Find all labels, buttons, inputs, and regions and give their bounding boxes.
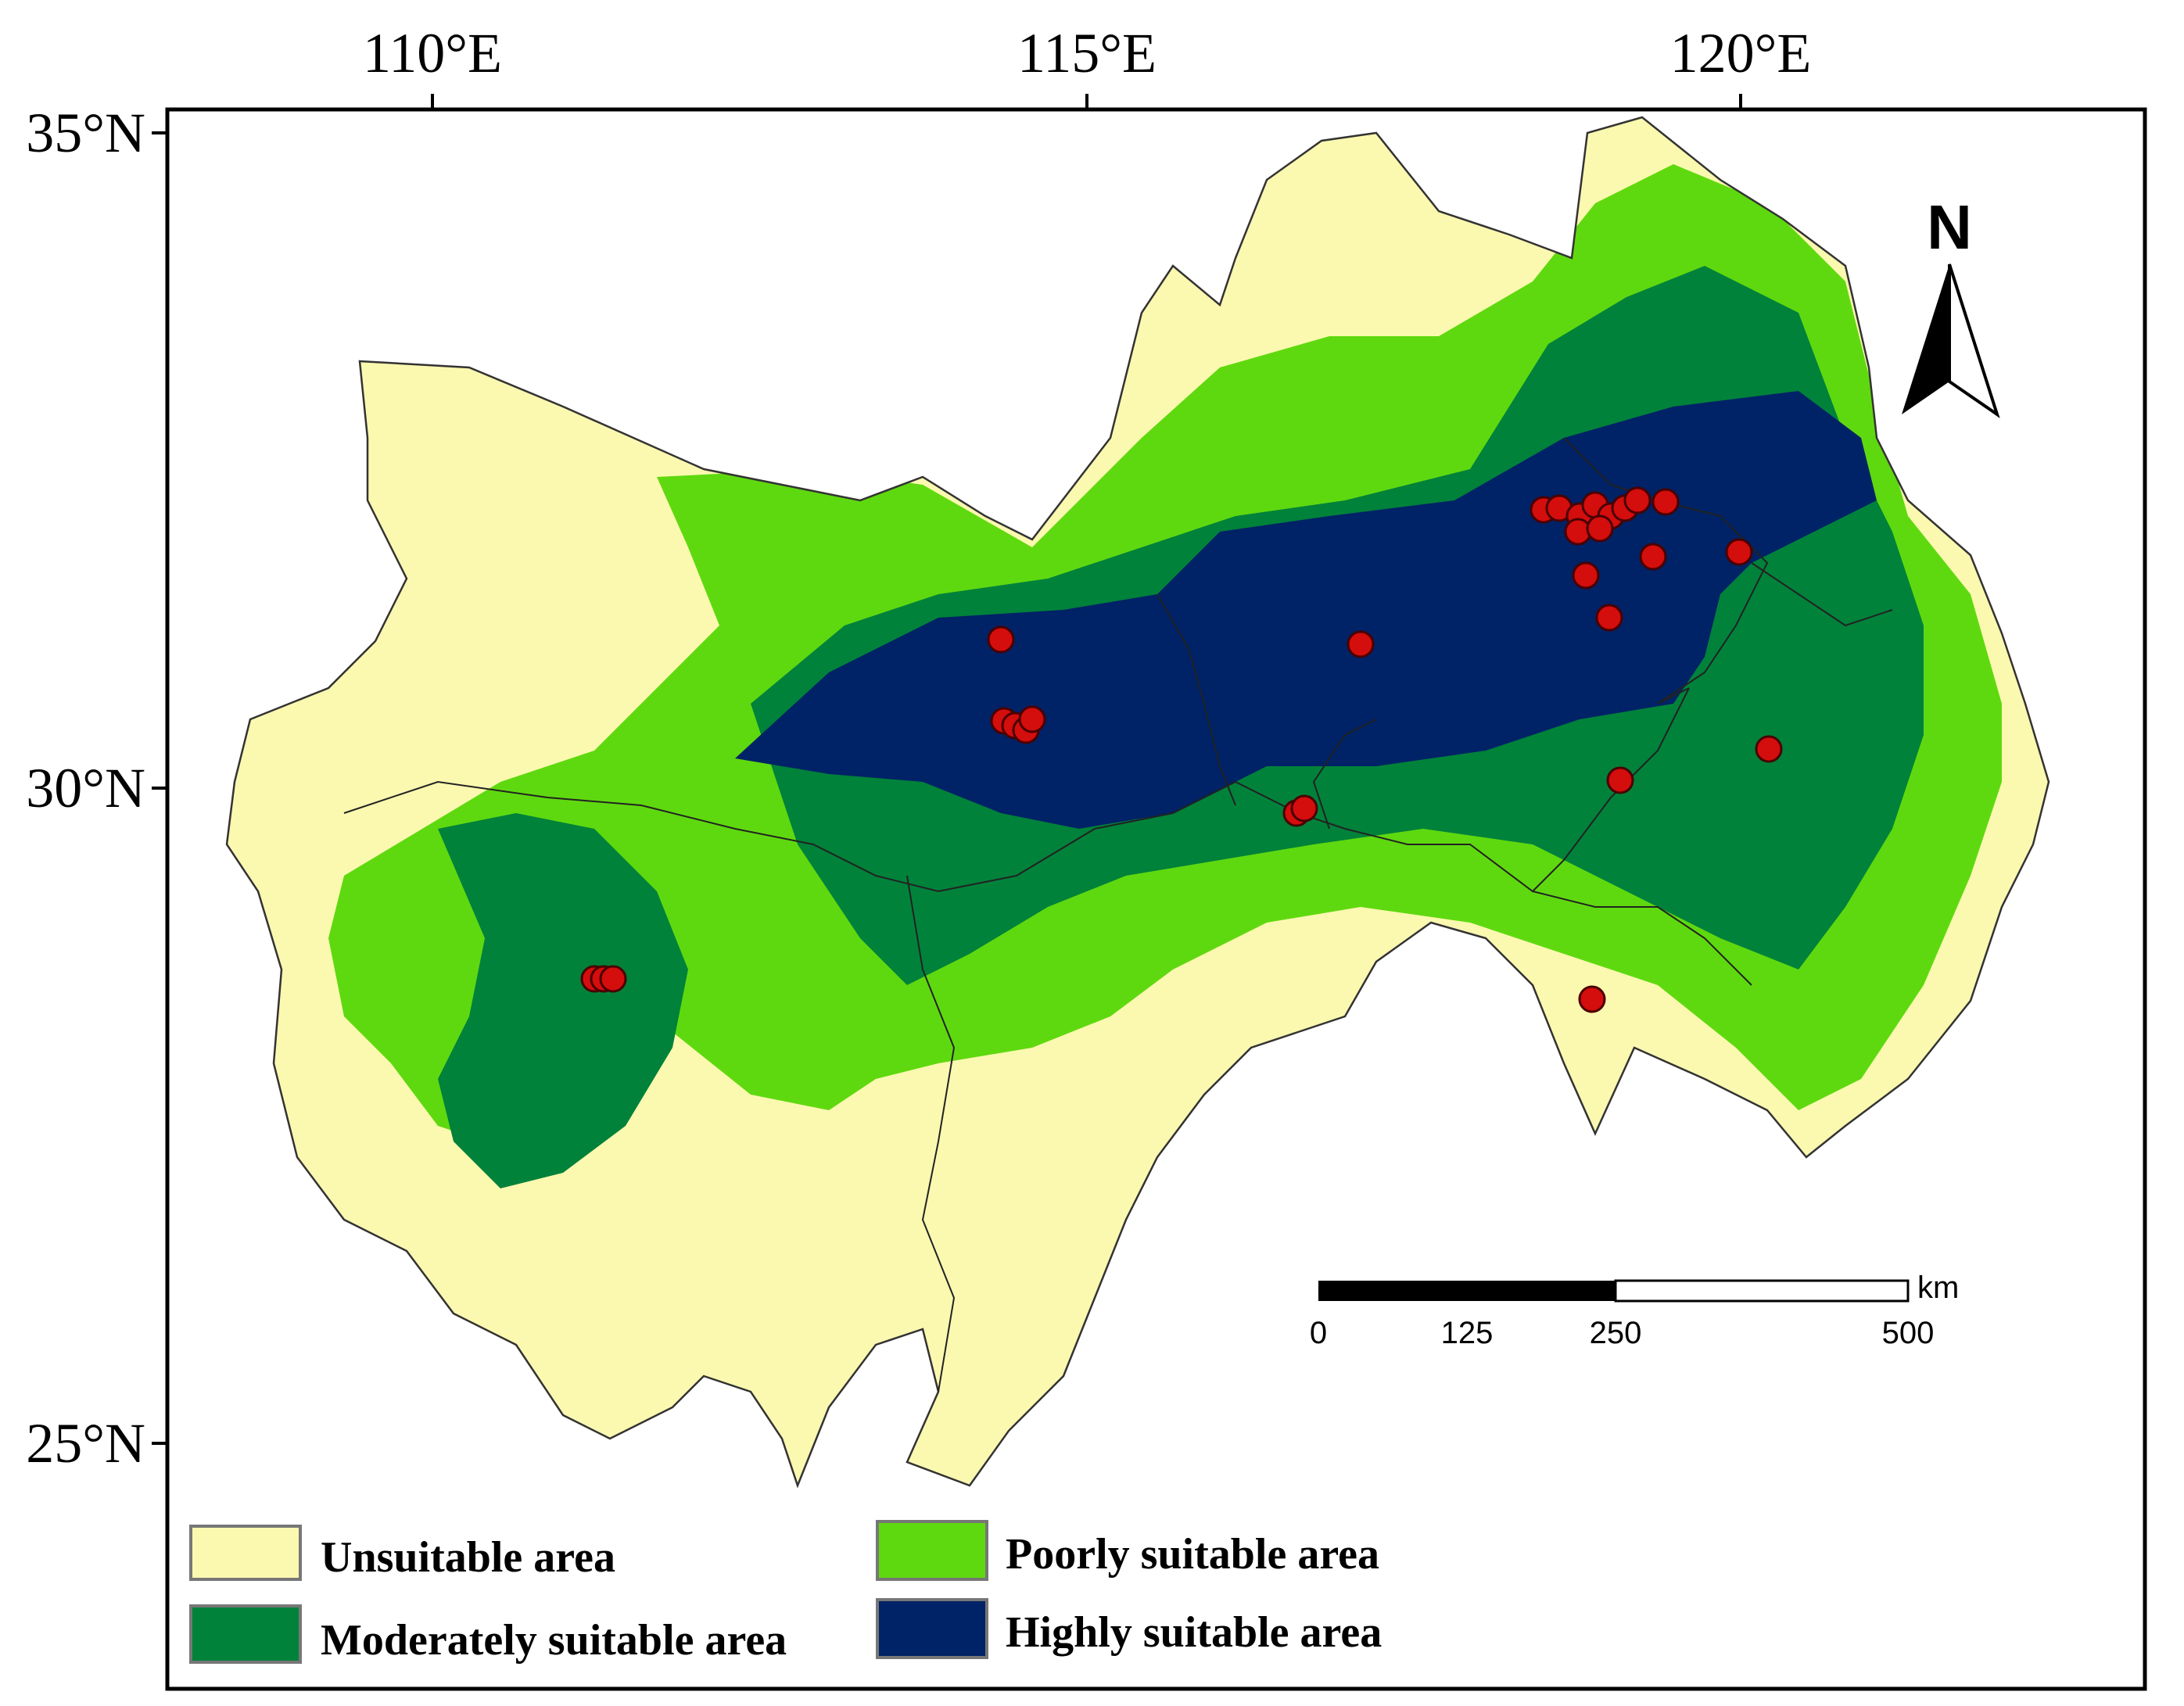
occurrence-point [1639,543,1667,571]
longitude-ticks [431,94,1742,109]
occurrence-point [1578,985,1606,1013]
scale-bar: km 0 125 250 500 [1310,1271,1959,1350]
scale-bar-segment-white [1614,1279,1910,1303]
region-outline [225,116,2050,1489]
occurrence-point [1018,705,1046,733]
scale-tick: 0 [1310,1316,1327,1350]
legend-swatch-poor [876,1520,988,1581]
latitude-label: 30°N [26,757,145,819]
legend-label-unsuitable: Unsuitable area [321,1533,615,1582]
occurrence-point [1755,735,1783,763]
north-arrow: N [1902,192,2000,418]
legend-label-high: Highly suitable area [1006,1608,1382,1657]
latitude-label: 25°N [26,1412,145,1475]
longitude-label: 120°E [1670,22,1812,84]
scale-bar-segment-black [1318,1281,1616,1301]
north-arrow-right-half [1948,263,2000,418]
longitude-label: 115°E [1017,22,1157,84]
legend-swatch-unsuitable [189,1525,302,1581]
north-arrow-left-half [1902,264,1949,414]
occurrence-point [1595,604,1623,632]
occurrence-point [1347,630,1375,658]
legend: Unsuitable area Moderately suitable area… [189,1520,1382,1665]
scale-tick: 500 [1882,1316,1935,1350]
legend-swatch-high [876,1598,988,1659]
occurrence-point [1725,538,1753,566]
occurrence-point [599,965,627,993]
scale-tick: 250 [1590,1316,1642,1350]
occurrence-point [987,625,1015,654]
occurrence-point [1606,766,1634,794]
occurrence-point [1290,794,1318,823]
occurrence-point [1623,486,1651,514]
longitude-label: 110°E [363,22,502,84]
province-borders [343,437,1893,1392]
legend-label-poor: Poorly suitable area [1006,1530,1379,1579]
scale-tick: 125 [1441,1316,1494,1350]
zone-moderate-west [438,813,688,1188]
latitude-ticks [152,131,167,1445]
occurrence-point [1651,488,1680,516]
legend-swatch-moderate [189,1604,302,1664]
legend-label-moderate: Moderately suitable area [321,1616,787,1665]
scale-unit: km [1917,1271,1959,1305]
occurrence-point [1586,514,1614,543]
latitude-label: 35°N [26,102,145,164]
occurrence-points [580,486,1783,1013]
north-label: N [1927,192,1972,262]
occurrence-point [1572,561,1600,590]
